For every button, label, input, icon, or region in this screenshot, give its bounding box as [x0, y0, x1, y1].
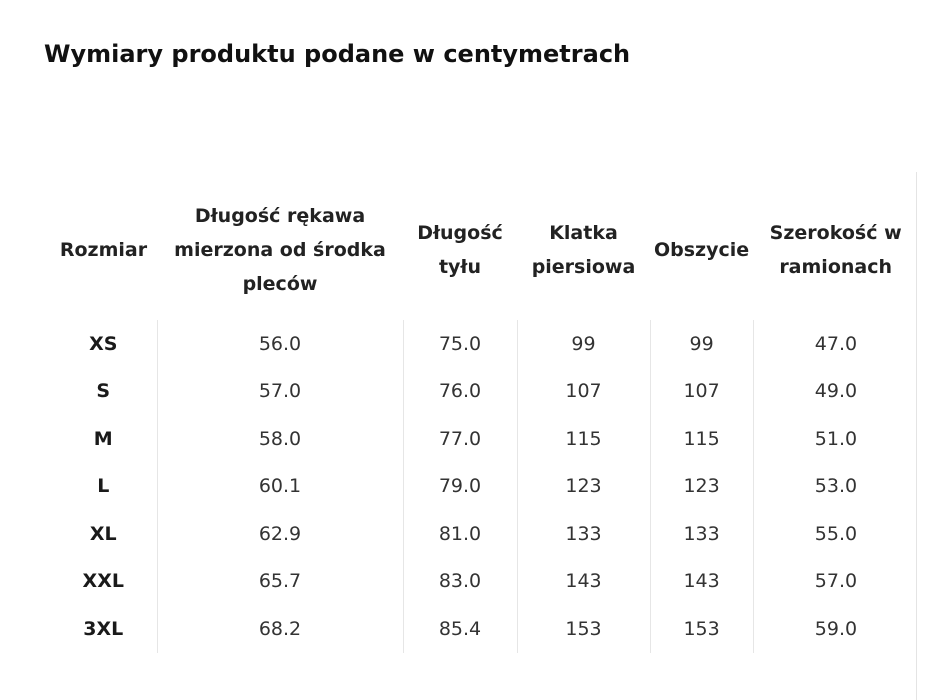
header-chest: Klatka piersiowa: [531, 222, 636, 278]
table-row: XL 62.9 81.0 133 133 55.0: [50, 510, 919, 558]
hem-cell: 107: [649, 367, 754, 415]
shoulder-width-cell: 55.0: [752, 510, 919, 558]
table-header-row: Rozmiar Długość rękawa mierzona od środk…: [50, 180, 918, 320]
shoulder-width-cell: 53.0: [752, 462, 919, 510]
back-length-cell: 76.0: [402, 367, 517, 415]
back-length-cell: 83.0: [402, 557, 517, 605]
hem-cell: 115: [649, 415, 754, 463]
size-cell: L: [97, 475, 110, 498]
back-length-cell: 79.0: [402, 462, 517, 510]
back-length-cell: 81.0: [402, 510, 517, 558]
hem-cell: 99: [649, 320, 754, 368]
size-cell: XL: [89, 522, 117, 545]
shoulder-width-cell: 49.0: [752, 367, 919, 415]
sleeve-length-cell: 65.7: [156, 557, 403, 605]
table-row: S 57.0 76.0 107 107 49.0: [50, 367, 919, 415]
back-length-cell: 75.0: [402, 320, 517, 368]
sleeve-length-cell: 62.9: [156, 510, 403, 558]
hem-cell: 123: [649, 462, 754, 510]
shoulder-width-cell: 47.0: [752, 320, 919, 368]
hem-cell: 133: [649, 510, 754, 558]
size-cell: XS: [89, 332, 118, 355]
shoulder-width-cell: 57.0: [752, 557, 919, 605]
chest-cell: 107: [516, 367, 650, 415]
shoulder-width-cell: 59.0: [752, 605, 919, 653]
header-size: Rozmiar: [59, 239, 148, 261]
table-row: XS 56.0 75.0 99 99 47.0: [50, 320, 919, 368]
chest-cell: 123: [516, 462, 650, 510]
back-length-cell: 85.4: [402, 605, 517, 653]
table-row: XXL 65.7 83.0 143 143 57.0: [50, 557, 919, 605]
chest-cell: 99: [516, 320, 650, 368]
sleeve-length-cell: 60.1: [156, 462, 403, 510]
size-chart-table: Rozmiar Długość rękawa mierzona od środk…: [50, 180, 919, 653]
chest-cell: 143: [516, 557, 650, 605]
header-hem: Obszycie: [654, 239, 750, 261]
size-cell: XXL: [82, 570, 124, 593]
header-back-length: Długość tyłu: [417, 222, 503, 278]
size-cell: M: [93, 427, 113, 450]
table-row: 3XL 68.2 85.4 153 153 59.0: [50, 605, 919, 653]
hem-cell: 143: [649, 557, 754, 605]
chest-cell: 115: [516, 415, 650, 463]
shoulder-width-cell: 51.0: [752, 415, 919, 463]
sleeve-length-cell: 57.0: [156, 367, 403, 415]
header-shoulder-width: Szerokość w ramionach: [769, 222, 902, 278]
hem-cell: 153: [649, 605, 754, 653]
size-cell: 3XL: [83, 617, 124, 640]
header-sleeve-length: Długość rękawa mierzona od środka pleców: [174, 205, 386, 295]
sleeve-length-cell: 68.2: [156, 605, 403, 653]
sleeve-length-cell: 56.0: [156, 320, 403, 368]
chest-cell: 153: [516, 605, 650, 653]
table-row: M 58.0 77.0 115 115 51.0: [50, 415, 919, 463]
table-row: L 60.1 79.0 123 123 53.0: [50, 462, 919, 510]
page-title: Wymiary produktu podane w centymetrach: [44, 40, 631, 68]
chest-cell: 133: [516, 510, 650, 558]
size-cell: S: [96, 380, 111, 403]
sleeve-length-cell: 58.0: [156, 415, 403, 463]
back-length-cell: 77.0: [402, 415, 517, 463]
